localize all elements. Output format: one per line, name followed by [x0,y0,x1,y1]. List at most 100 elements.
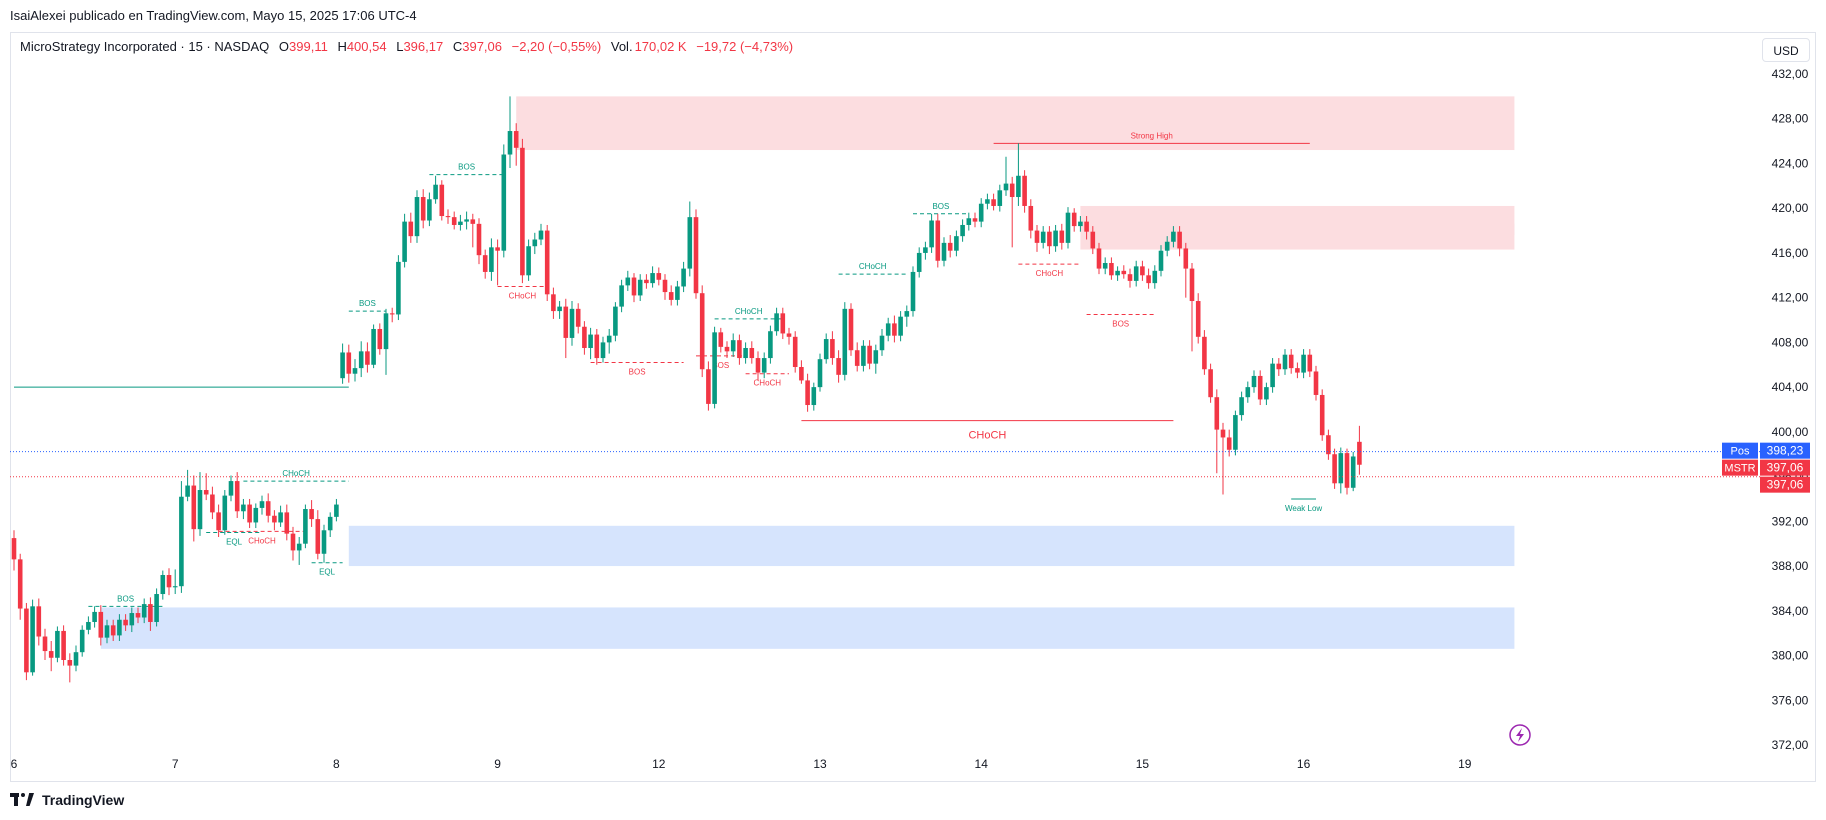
candle-body[interactable] [582,326,587,348]
candle-body[interactable] [24,608,29,673]
candle-body[interactable] [327,516,333,531]
candle-body[interactable] [854,350,860,366]
candle-body[interactable] [551,294,556,312]
candle-body[interactable] [340,352,345,379]
candle-body[interactable] [104,625,110,638]
candle-body[interactable] [985,199,990,204]
candle-body[interactable] [749,347,755,359]
candle-body[interactable] [724,346,730,352]
candle-body[interactable] [755,358,761,373]
candle-body[interactable] [1146,275,1151,284]
candle-body[interactable] [799,367,804,381]
candle-body[interactable] [613,306,618,336]
candle-body[interactable] [873,350,879,364]
candle-body[interactable] [631,277,637,296]
candle-body[interactable] [1276,363,1282,370]
candle-body[interactable] [1326,435,1331,455]
candle-body[interactable] [811,387,817,406]
candle-body[interactable] [960,224,965,237]
candle-body[interactable] [1096,248,1102,269]
candle-body[interactable] [365,351,370,365]
candle-body[interactable] [1350,456,1356,488]
candle-body[interactable] [1313,371,1319,395]
candle-body[interactable] [706,369,711,404]
candle-body[interactable] [656,273,662,280]
candle-body[interactable] [693,217,699,294]
candle-body[interactable] [941,242,947,261]
candle-body[interactable] [1152,270,1158,284]
candle-body[interactable] [569,308,575,338]
candle-body[interactable] [823,339,829,360]
candle-body[interactable] [247,504,252,523]
candle-body[interactable] [377,328,383,350]
candle-body[interactable] [997,190,1003,206]
candle-body[interactable] [334,504,339,517]
candle-body[interactable] [321,530,327,554]
candle-body[interactable] [1016,175,1021,198]
candle-body[interactable] [954,236,959,251]
candle-body[interactable] [978,203,984,222]
candle-body[interactable] [879,335,885,351]
candle-body[interactable] [830,339,835,359]
candle-body[interactable] [1307,354,1313,372]
candle-body[interactable] [1053,230,1058,247]
candle-body[interactable] [309,509,314,520]
candle-body[interactable] [402,221,407,262]
candle-body[interactable] [1214,397,1220,430]
candle-body[interactable] [1071,212,1077,227]
candle-body[interactable] [1245,387,1251,398]
candle-body[interactable] [675,286,680,300]
candle-body[interactable] [303,509,308,544]
candle-body[interactable] [520,147,525,276]
candle-body[interactable] [1034,230,1040,243]
candle-body[interactable] [48,651,54,658]
candle-body[interactable] [296,543,302,551]
candle-body[interactable] [160,575,166,595]
candle-body[interactable] [482,255,488,272]
candle-body[interactable] [135,613,141,618]
candle-body[interactable] [1233,415,1238,450]
candle-body[interactable] [179,496,184,587]
candle-body[interactable] [172,586,178,588]
candle-body[interactable] [972,218,978,222]
candle-body[interactable] [947,242,953,251]
candle-body[interactable] [786,333,792,337]
candle-body[interactable] [681,268,686,287]
candle-body[interactable] [1195,301,1201,337]
candle-body[interactable] [129,613,135,626]
candle-body[interactable] [1065,212,1071,243]
candle-body[interactable] [1239,397,1244,416]
candle-body[interactable] [420,197,426,221]
candle-body[interactable] [923,247,928,253]
candle-body[interactable] [315,519,321,554]
candle-body[interactable] [495,247,500,251]
legend-symbol[interactable]: MicroStrategy Incorporated · 15 · NASDAQ [20,39,270,54]
candle-body[interactable] [216,512,221,531]
candle-body[interactable] [191,485,197,530]
candle-body[interactable] [935,220,941,261]
candle-body[interactable] [1226,437,1232,450]
candle-body[interactable] [141,604,147,618]
candle-body[interactable] [805,380,810,406]
candle-body[interactable] [433,184,438,200]
candle-body[interactable] [1338,453,1344,484]
candle-body[interactable] [439,184,445,217]
candle-body[interactable] [30,606,35,673]
candle-body[interactable] [470,219,476,224]
candle-body[interactable] [148,604,153,622]
candle-body[interactable] [1084,221,1089,232]
candle-body[interactable] [117,619,122,636]
candle-body[interactable] [1251,375,1257,388]
candle-body[interactable] [1171,231,1176,242]
candle-body[interactable] [513,131,519,148]
candle-body[interactable] [1357,441,1362,465]
candle-body[interactable] [1164,241,1170,251]
lightning-icon[interactable] [1509,724,1531,746]
candle-body[interactable] [575,308,581,327]
candle-body[interactable] [991,199,996,206]
candle-body[interactable] [451,217,457,225]
candle-body[interactable] [1288,354,1294,369]
candle-body[interactable] [1319,394,1325,436]
candle-body[interactable] [544,230,550,295]
